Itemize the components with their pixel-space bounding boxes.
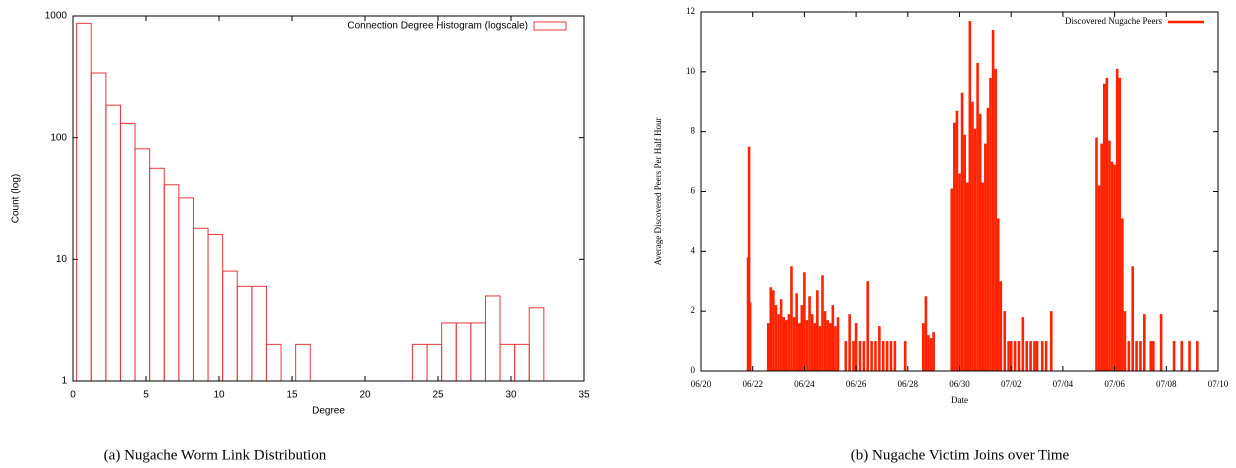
chart: 06/20 06/22 06/24 06/26 06/28 06/30 07/02 07/04… <box>653 6 1229 405</box>
y-tick-label: 0 <box>691 365 696 375</box>
plot-frame <box>72 15 585 382</box>
bar <box>295 343 311 382</box>
x-tick-label: 06/28 <box>898 379 919 389</box>
x-tick-label: 06/20 <box>691 379 712 389</box>
y-tick-label: 100 <box>50 132 67 143</box>
x-tick-label: 07/04 <box>1053 379 1074 389</box>
y-tick-label: 8 <box>691 126 696 136</box>
bar <box>192 227 209 382</box>
x-tick-label: 35 <box>578 390 590 401</box>
y-axis-label: Average Discovered Peers Per Half Hour <box>653 117 663 265</box>
x-axis-label: Degree <box>312 406 345 417</box>
bar <box>178 197 194 382</box>
bar <box>76 22 92 382</box>
x-tick-label: 07/10 <box>1208 379 1229 389</box>
x-tick-label: 20 <box>359 390 371 401</box>
bar <box>251 285 267 382</box>
x-tick-label: 30 <box>505 390 517 401</box>
bar <box>470 322 486 382</box>
legend-label: Connection Degree Histogram (logscale) <box>347 21 528 32</box>
y-tick-label: 2 <box>691 305 696 315</box>
y-tick-label: 12 <box>686 6 695 16</box>
y-tick-label: 1000 <box>45 11 68 22</box>
chart: 0 5 10 15 20 25 30 35 1 10 100 1000 Degree Count (log… <box>11 11 590 417</box>
bar <box>426 343 443 382</box>
x-tick-label: 10 <box>213 390 225 401</box>
legend-swatch <box>533 21 567 31</box>
x-tick-label: 06/30 <box>949 379 970 389</box>
bar <box>441 322 457 382</box>
y-axis-label: Count (log) <box>11 174 22 223</box>
bar <box>90 72 107 382</box>
bar <box>105 104 121 382</box>
bar <box>455 322 472 382</box>
bar <box>119 122 136 382</box>
bar <box>207 233 224 382</box>
y-tick-label: 10 <box>686 66 696 76</box>
bar <box>236 285 253 382</box>
bar <box>484 295 501 382</box>
bar <box>163 184 180 382</box>
legend-label: Discovered Nugache Peers <box>1065 16 1162 26</box>
y-tick-label: 10 <box>56 254 68 265</box>
caption: (b) Nugache Victim Joins over Time <box>851 447 1070 463</box>
y-tick-label: 1 <box>61 376 67 387</box>
x-tick-label: 07/06 <box>1104 379 1125 389</box>
bar <box>499 343 516 382</box>
bar <box>411 343 428 382</box>
y-tick-label: 6 <box>691 186 696 196</box>
x-axis-label: Date <box>951 395 968 405</box>
x-tick-label: 06/22 <box>742 379 763 389</box>
x-tick-label: 06/24 <box>794 379 815 389</box>
caption: (a) Nugache Worm Link Distribution <box>104 447 327 463</box>
x-tick-label: 06/26 <box>846 379 867 389</box>
x-tick-label: 0 <box>70 390 76 401</box>
x-tick-label: 15 <box>286 390 298 401</box>
bar <box>514 343 530 382</box>
x-tick-label: 07/08 <box>1156 379 1177 389</box>
bar <box>528 307 545 382</box>
x-tick-label: 07/02 <box>1001 379 1022 389</box>
bar <box>149 167 165 382</box>
x-tick-label: 25 <box>432 390 444 401</box>
bar <box>265 343 282 382</box>
y-tick-label: 4 <box>691 245 696 255</box>
bar <box>222 270 238 382</box>
x-tick-label: 5 <box>143 390 149 401</box>
bar <box>134 148 151 382</box>
